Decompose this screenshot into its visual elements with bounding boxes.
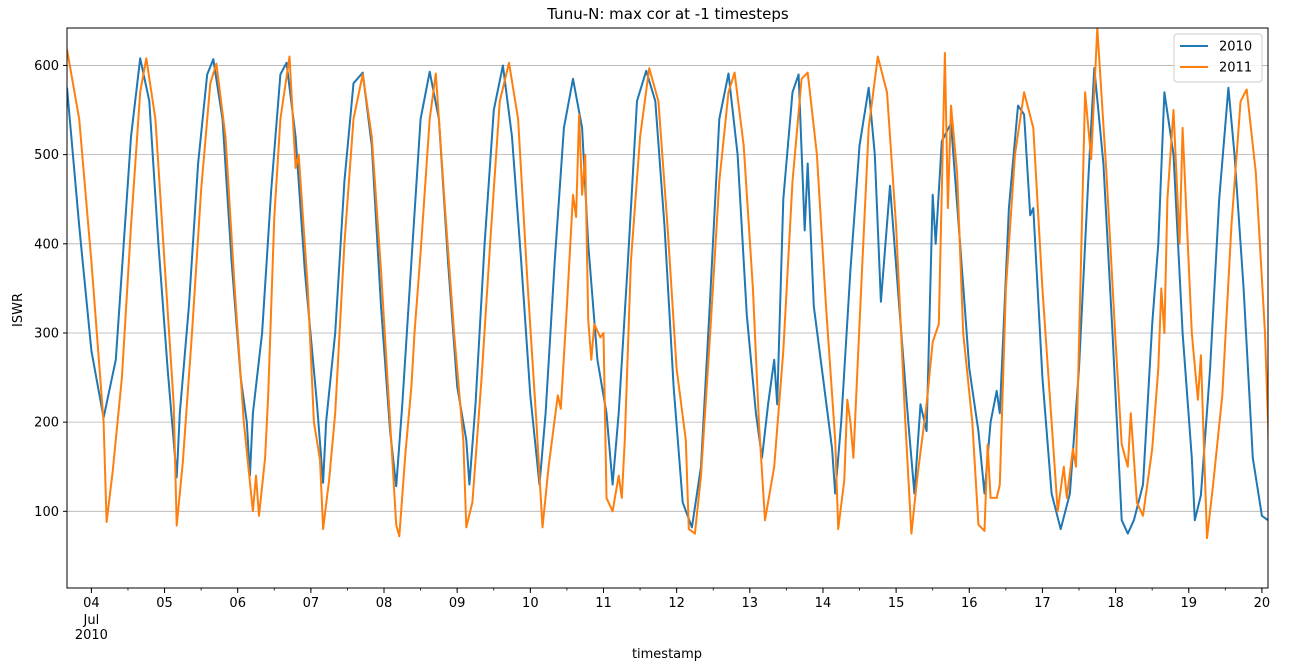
- x-tick-year-label: 2010: [75, 628, 108, 643]
- x-tick-label-05: 05: [156, 596, 173, 611]
- legend-label-2011: 2011: [1219, 61, 1252, 76]
- series-layer: [67, 28, 1268, 540]
- y-tick-label-600: 600: [34, 59, 59, 74]
- y-tick-label-100: 100: [34, 505, 59, 520]
- x-tick-label-14: 14: [815, 596, 832, 611]
- legend-label-2010: 2010: [1219, 40, 1252, 55]
- x-tick-label-19: 19: [1180, 596, 1197, 611]
- series-line-2011: [67, 28, 1268, 540]
- x-tick-month-label: Jul: [83, 613, 100, 628]
- x-axis-label: timestamp: [632, 647, 702, 662]
- x-tick-label-11: 11: [595, 596, 612, 611]
- legend: 2010 2011: [1173, 33, 1263, 83]
- x-tick-label-15: 15: [888, 596, 905, 611]
- x-tick-label-17: 17: [1034, 596, 1051, 611]
- plot-frame: [66, 27, 1269, 589]
- x-tick-label-07: 07: [303, 596, 320, 611]
- x-tick-label-20: 20: [1254, 596, 1271, 611]
- y-tick-label-500: 500: [34, 148, 59, 163]
- x-tick-label-16: 16: [961, 596, 978, 611]
- chart-title: Tunu-N: max cor at -1 timesteps: [546, 5, 789, 23]
- x-tick-label-06: 06: [229, 596, 246, 611]
- y-axis-label: ISWR: [11, 293, 26, 327]
- x-tick-label-09: 09: [449, 596, 466, 611]
- x-tick-label-13: 13: [742, 596, 759, 611]
- series-line-2010: [67, 57, 1268, 535]
- y-axis: 100 200 300 400 500 600: [34, 59, 67, 520]
- x-tick-label-04: 04: [83, 596, 100, 611]
- x-tick-label-10: 10: [522, 596, 539, 611]
- y-tick-label-400: 400: [34, 237, 59, 252]
- x-tick-label-08: 08: [376, 596, 393, 611]
- y-tick-label-300: 300: [34, 326, 59, 341]
- y-tick-label-200: 200: [34, 416, 59, 431]
- x-tick-label-18: 18: [1107, 596, 1124, 611]
- x-tick-label-12: 12: [668, 596, 685, 611]
